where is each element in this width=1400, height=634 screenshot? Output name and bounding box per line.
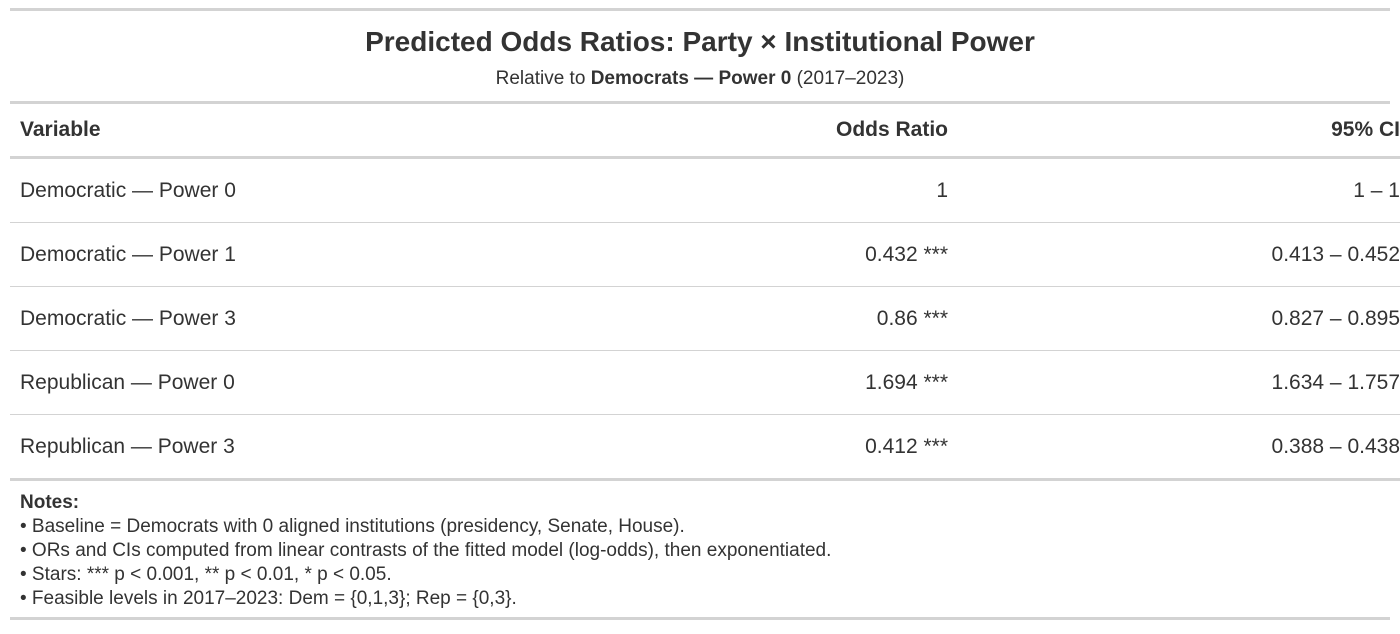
note-item: • ORs and CIs computed from linear contr…	[20, 540, 832, 561]
cell-variable: Democratic — Power 0	[10, 157, 550, 223]
cell-odds-ratio: 0.86 ***	[550, 286, 958, 351]
subtitle-prefix: Relative to	[495, 68, 586, 89]
notes-heading: Notes:	[20, 492, 80, 513]
table-title: Predicted Odds Ratios: Party × Instituti…	[365, 26, 1035, 57]
cell-odds-ratio: 0.412 ***	[550, 414, 958, 481]
table-row: Democratic — Power 1 0.432 *** 0.413 – 0…	[10, 222, 1400, 287]
table-subtitle: Relative to Democrats — Power 0 (2017–20…	[10, 67, 1390, 91]
cell-ci: 0.827 – 0.895	[958, 286, 1400, 351]
bottom-rule	[10, 617, 1390, 620]
column-header-odds-ratio: Odds Ratio	[550, 104, 958, 159]
subtitle-period: (2017–2023)	[796, 68, 905, 89]
odds-ratio-table: Predicted Odds Ratios: Party × Instituti…	[10, 8, 1400, 620]
cell-odds-ratio: 0.432 ***	[550, 222, 958, 287]
table-row: Republican — Power 0 1.694 *** 1.634 – 1…	[10, 350, 1400, 415]
subtitle-baseline: Democrats — Power 0	[590, 68, 792, 89]
cell-odds-ratio: 1	[550, 157, 958, 223]
table-row: Democratic — Power 0 1 1 – 1	[10, 157, 1400, 223]
cell-variable: Democratic — Power 3	[10, 286, 550, 351]
cell-variable: Democratic — Power 1	[10, 222, 550, 287]
table-notes: Notes: • Baseline = Democrats with 0 ali…	[10, 481, 1390, 617]
cell-odds-ratio: 1.694 ***	[550, 350, 958, 415]
table-row: Republican — Power 3 0.412 *** 0.388 – 0…	[10, 414, 1400, 481]
cell-ci: 0.413 – 0.452	[958, 222, 1400, 287]
note-item: • Feasible levels in 2017–2023: Dem = {0…	[20, 588, 517, 609]
cell-ci: 0.388 – 0.438	[958, 414, 1400, 481]
column-header-ci: 95% CI	[958, 104, 1400, 159]
note-item: • Stars: *** p < 0.001, ** p < 0.01, * p…	[20, 564, 392, 585]
column-header-variable: Variable	[10, 104, 550, 159]
cell-ci: 1 – 1	[958, 157, 1400, 223]
note-item: • Baseline = Democrats with 0 aligned in…	[20, 516, 685, 537]
header-row: Variable Odds Ratio 95% CI	[10, 104, 1400, 159]
cell-variable: Republican — Power 0	[10, 350, 550, 415]
subtitle-rule	[10, 101, 1390, 104]
results-table: Variable Odds Ratio 95% CI Democratic — …	[10, 104, 1400, 481]
cell-ci: 1.634 – 1.757	[958, 350, 1400, 415]
top-rule	[10, 8, 1390, 11]
cell-variable: Republican — Power 3	[10, 414, 550, 481]
table-row: Democratic — Power 3 0.86 *** 0.827 – 0.…	[10, 286, 1400, 351]
